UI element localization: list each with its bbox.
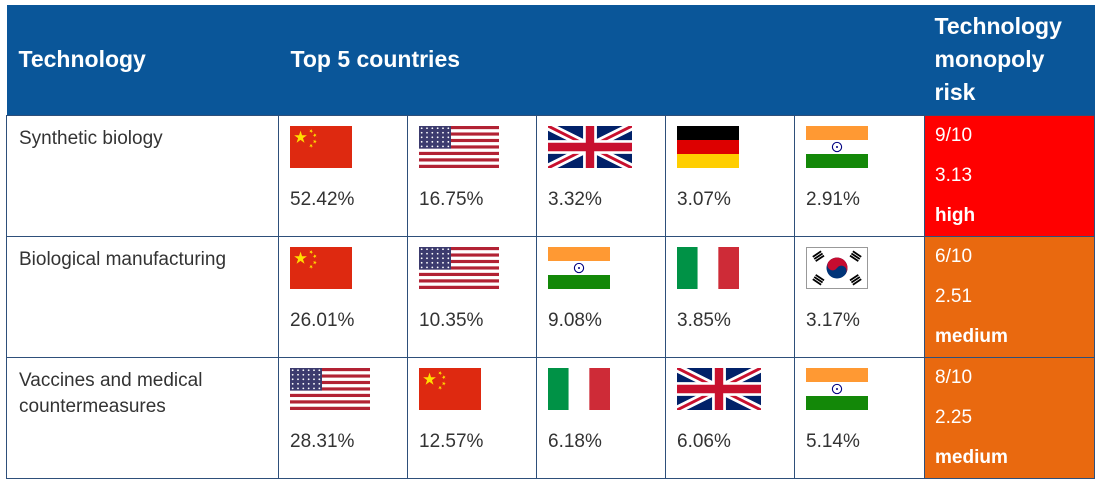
country-share: 2.91%	[806, 188, 860, 210]
country-share: 6.18%	[548, 430, 602, 452]
table-row: Vaccines and medical countermeasures 28.…	[6, 356, 1096, 479]
china-flag-icon	[419, 367, 481, 415]
usa-flag-icon	[419, 246, 499, 294]
country-cell: 26.01%	[278, 235, 408, 358]
technology-name: Vaccines and medical countermeasures	[6, 356, 279, 479]
header-monopoly-risk: Technology monopoly risk	[924, 5, 1095, 115]
country-share: 6.06%	[677, 430, 731, 452]
header-top-countries: Top 5 countries	[278, 5, 925, 115]
china-flag-icon	[290, 125, 352, 173]
india-flag-icon	[806, 367, 868, 415]
india-flag-icon	[806, 125, 868, 173]
table-row: Biological manufacturing 26.01% 10.35% 9…	[6, 235, 1096, 358]
italy-flag-icon	[548, 367, 610, 415]
china-flag-icon	[290, 246, 352, 294]
technology-monopoly-table: Technology Top 5 countries Technology mo…	[6, 5, 1096, 479]
country-cell: 6.06%	[665, 356, 795, 479]
header-row: Technology Top 5 countries Technology mo…	[6, 5, 1095, 115]
risk-value: 3.13	[935, 164, 973, 186]
country-share: 5.14%	[806, 430, 860, 452]
country-cell: 9.08%	[536, 235, 666, 358]
country-cell: 5.14%	[793, 356, 926, 479]
country-share: 3.32%	[548, 188, 602, 210]
italy-flag-icon	[677, 246, 739, 294]
south-korea-flag-icon	[806, 246, 868, 294]
uk-flag-icon	[546, 121, 634, 173]
risk-score: 8/10	[935, 366, 973, 388]
country-share: 9.08%	[548, 309, 602, 331]
table-row: Synthetic biology 52.42% 16.75% 3.32% 3.…	[6, 114, 1096, 237]
usa-flag-icon	[290, 367, 370, 415]
country-share: 12.57%	[419, 430, 484, 452]
country-cell: 16.75%	[407, 114, 537, 237]
risk-score: 9/10	[935, 124, 973, 146]
country-cell: 52.42%	[278, 114, 408, 237]
country-cell: 28.31%	[278, 356, 408, 479]
country-cell: 3.07%	[665, 114, 795, 237]
country-cell: 10.35%	[407, 235, 537, 358]
technology-name: Biological manufacturing	[6, 235, 279, 358]
country-share: 26.01%	[290, 309, 355, 331]
header-technology: Technology	[6, 5, 279, 115]
risk-level: high	[935, 204, 976, 226]
technology-name: Synthetic biology	[6, 114, 279, 237]
country-cell: 12.57%	[407, 356, 537, 479]
country-cell: 3.17%	[793, 235, 926, 358]
country-share: 3.07%	[677, 188, 731, 210]
usa-flag-icon	[419, 125, 499, 173]
india-flag-icon	[548, 246, 610, 294]
risk-cell: 9/10 3.13 high	[924, 114, 1096, 237]
risk-level: medium	[935, 325, 1008, 347]
country-share: 52.42%	[290, 188, 355, 210]
country-cell: 3.85%	[665, 235, 795, 358]
country-cell: 6.18%	[536, 356, 666, 479]
risk-cell: 6/10 2.51 medium	[924, 235, 1096, 358]
uk-flag-icon	[675, 363, 763, 415]
country-share: 28.31%	[290, 430, 355, 452]
country-cell: 2.91%	[793, 114, 926, 237]
country-cell: 3.32%	[536, 114, 666, 237]
risk-value: 2.51	[935, 285, 973, 307]
germany-flag-icon	[677, 125, 739, 173]
risk-score: 6/10	[935, 245, 973, 267]
country-share: 10.35%	[419, 309, 484, 331]
country-share: 3.85%	[677, 309, 731, 331]
country-share: 3.17%	[806, 309, 860, 331]
country-share: 16.75%	[419, 188, 484, 210]
risk-value: 2.25	[935, 406, 973, 428]
risk-cell: 8/10 2.25 medium	[924, 356, 1096, 479]
risk-level: medium	[935, 446, 1008, 468]
